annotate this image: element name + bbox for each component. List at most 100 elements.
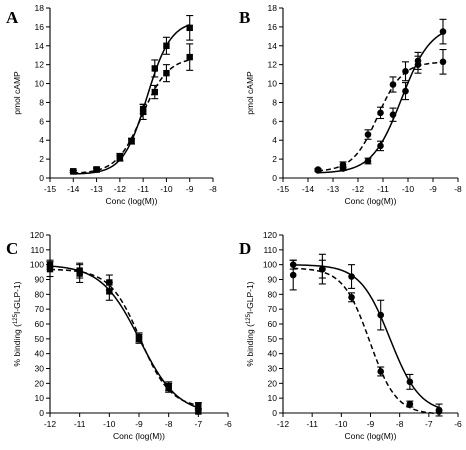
- data-point: [377, 109, 384, 117]
- y-tick-label: 2: [272, 154, 277, 164]
- y-tick-label: 30: [35, 364, 45, 374]
- y-tick-label: 4: [272, 135, 277, 145]
- data-point: [389, 111, 397, 119]
- y-tick-label: 10: [268, 393, 278, 403]
- data-point: [106, 279, 113, 286]
- y-tick-label: 4: [39, 135, 44, 145]
- x-tick-label: -8: [209, 184, 217, 194]
- y-tick-label: 10: [268, 79, 278, 89]
- data-point: [106, 288, 113, 295]
- y-tick-label: 0: [272, 408, 277, 418]
- panel-d: D 0 10 20 30 40 50 60 70 80 90 100 110 120 -12 -11 -10 -9…: [239, 230, 462, 441]
- y-tick-label: 0: [272, 173, 277, 183]
- y-tick-label: 0: [39, 408, 44, 418]
- data-point: [406, 400, 414, 408]
- data-point: [116, 154, 124, 161]
- data-point: [377, 142, 384, 150]
- y-tick-label: 12: [35, 60, 45, 70]
- x-tick-label: -10: [402, 184, 415, 194]
- data-point: [439, 58, 447, 66]
- data-point: [135, 334, 143, 341]
- y-tick-label: 10: [35, 79, 45, 89]
- data-point: [389, 81, 397, 88]
- data-point: [406, 378, 414, 386]
- y-tick-label: 60: [268, 319, 278, 329]
- data-point: [93, 166, 100, 173]
- data-point: [70, 168, 77, 175]
- y-tick-label: 2: [39, 154, 44, 164]
- x-tick-label: -7: [425, 419, 433, 429]
- data-point: [377, 311, 385, 319]
- x-tick-label: -14: [67, 184, 80, 194]
- y-tick-label: 30: [268, 364, 278, 374]
- panel-b: B 0 2 4 6 8 10 12 14 16 18 -15 -14 -13 -12 -11 -10 -9 -8 Co…: [239, 3, 462, 206]
- data-point: [195, 402, 202, 409]
- x-tick-label: -15: [277, 184, 290, 194]
- y-tick-label: 120: [30, 230, 44, 240]
- x-tick-label: -11: [137, 184, 149, 194]
- x-tick-label: -10: [335, 419, 348, 429]
- x-tick-label: -11: [377, 184, 389, 194]
- y-tick-label: 70: [268, 304, 278, 314]
- y-tick-label: 50: [268, 334, 278, 344]
- y-tick-label: 60: [35, 319, 45, 329]
- data-point: [139, 105, 147, 113]
- series-curve: [73, 24, 190, 175]
- y-tick-label: 18: [35, 3, 45, 13]
- data-point: [402, 87, 409, 95]
- data-point: [439, 28, 447, 35]
- panel-a: A 0 2 4 6 8 10 12 14 16 18 -15 -14 -13 -12 -11 -10 -9 -8 Co…: [6, 3, 217, 206]
- data-point: [402, 67, 409, 75]
- x-axis-title: Conc (log(M)): [345, 431, 397, 441]
- y-tick-label: 70: [35, 304, 45, 314]
- data-point: [151, 88, 158, 96]
- y-axis-title: % binding (125I-GLP-1): [245, 281, 255, 366]
- x-tick-label: -11: [306, 419, 318, 429]
- y-tick-label: 40: [35, 349, 45, 359]
- x-tick-label: -8: [454, 184, 462, 194]
- y-tick-label: 120: [263, 230, 277, 240]
- data-point: [76, 270, 83, 277]
- y-tick-label: 20: [268, 378, 278, 388]
- series-curve: [49, 265, 199, 409]
- series-curve: [293, 264, 440, 409]
- series-dashed: [46, 261, 202, 410]
- x-tick-label: -12: [352, 184, 365, 194]
- data-point: [289, 271, 297, 279]
- panel-letter: D: [239, 239, 251, 258]
- data-point: [314, 166, 322, 173]
- x-axis-title: Conc (log(M)): [106, 196, 158, 206]
- panel-c: C 0 10 20 30 40 50 60 70 80 90 100 110 120 -12 -11 -10 -9…: [6, 230, 232, 441]
- panel-letter: A: [6, 8, 19, 27]
- y-tick-label: 14: [268, 41, 278, 51]
- x-tick-label: -9: [186, 184, 194, 194]
- x-tick-label: -9: [135, 419, 143, 429]
- data-point: [186, 53, 193, 61]
- series-curve: [317, 32, 444, 174]
- data-point: [151, 65, 158, 72]
- y-tick-label: 6: [272, 116, 277, 126]
- series-dashed: [289, 259, 443, 415]
- data-point: [364, 157, 372, 165]
- x-tick-label: -9: [429, 184, 437, 194]
- data-point: [364, 131, 372, 138]
- series-dashed: [69, 43, 194, 175]
- data-point: [128, 137, 135, 145]
- series-solid: [314, 18, 447, 174]
- y-tick-label: 8: [272, 97, 277, 107]
- y-tick-label: 80: [268, 289, 278, 299]
- y-tick-label: 90: [268, 275, 278, 285]
- y-tick-label: 110: [30, 245, 44, 255]
- y-tick-label: 12: [268, 60, 278, 70]
- data-point: [319, 265, 326, 273]
- data-point: [195, 408, 202, 415]
- y-axis-title: pmol cAMP: [245, 71, 255, 115]
- data-point: [163, 69, 170, 77]
- y-tick-label: 80: [35, 289, 45, 299]
- x-axis-title: Conc (log(M)): [113, 431, 165, 441]
- data-point: [186, 24, 193, 32]
- panel-letter: B: [239, 8, 250, 27]
- x-tick-label: -7: [195, 419, 203, 429]
- data-point: [165, 384, 172, 391]
